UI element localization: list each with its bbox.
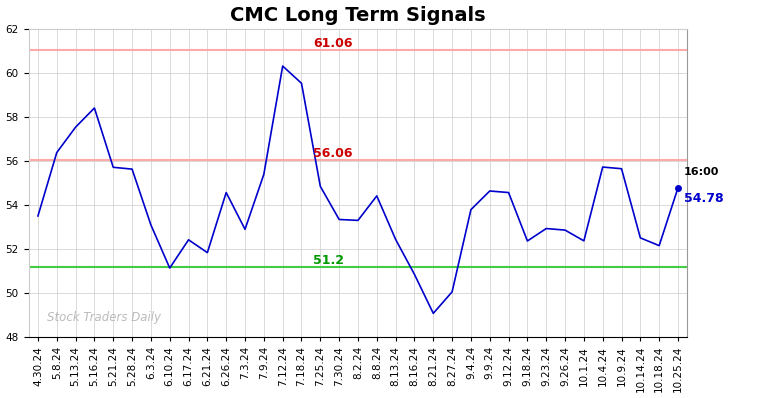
Text: 56.06: 56.06 — [313, 147, 353, 160]
Text: 16:00: 16:00 — [684, 167, 719, 177]
Text: 54.78: 54.78 — [684, 192, 724, 205]
Text: 51.2: 51.2 — [313, 254, 344, 267]
Title: CMC Long Term Signals: CMC Long Term Signals — [230, 6, 486, 25]
Text: 61.06: 61.06 — [313, 37, 353, 50]
Text: Stock Traders Daily: Stock Traders Daily — [47, 311, 162, 324]
